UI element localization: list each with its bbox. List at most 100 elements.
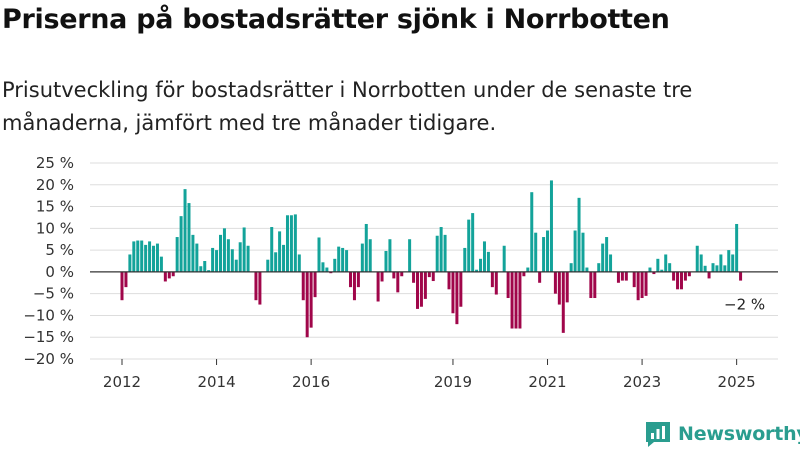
bar	[518, 271, 522, 329]
bar	[207, 270, 211, 272]
bar	[309, 271, 313, 328]
bar	[522, 271, 526, 277]
bar	[565, 271, 569, 303]
bar	[486, 251, 490, 272]
bar	[620, 271, 624, 281]
bar	[234, 259, 238, 272]
bar	[360, 243, 364, 272]
y-tick-label: −15 %	[23, 328, 74, 346]
bar	[703, 265, 707, 272]
bar	[530, 192, 534, 272]
bar	[254, 271, 258, 301]
bar	[215, 250, 219, 272]
y-tick-label: 0 %	[45, 263, 74, 281]
bar	[219, 234, 222, 272]
brand-name: Newsworthy	[678, 423, 800, 445]
bar	[711, 263, 715, 272]
bar	[203, 261, 207, 272]
bar	[699, 254, 703, 272]
bar	[435, 235, 439, 272]
bar	[408, 239, 412, 272]
bar	[723, 265, 727, 272]
bar	[715, 265, 719, 272]
bar	[136, 240, 140, 272]
x-tick-label: 2019	[434, 373, 472, 391]
bar	[482, 241, 486, 272]
bar	[388, 239, 392, 272]
y-tick-label: 15 %	[36, 198, 74, 216]
bar	[569, 263, 573, 272]
bar	[514, 271, 518, 329]
bar	[238, 242, 242, 272]
y-tick-label: −5 %	[33, 285, 74, 303]
bar	[128, 254, 132, 272]
bar	[735, 223, 739, 272]
bar	[534, 232, 538, 272]
bar	[124, 271, 128, 288]
bar	[616, 271, 620, 283]
bar	[455, 271, 459, 325]
bar	[577, 197, 581, 272]
bar	[270, 227, 274, 272]
bar	[561, 271, 565, 333]
bar	[467, 219, 471, 272]
bar	[222, 228, 226, 272]
bar	[329, 271, 333, 274]
bar	[266, 259, 270, 272]
bar	[155, 243, 159, 272]
y-tick-label: 25 %	[36, 154, 74, 172]
bar	[624, 271, 628, 281]
bar	[636, 271, 640, 301]
newsworthy-logo-icon	[646, 422, 670, 447]
bar	[132, 241, 136, 272]
x-tick-label: 2021	[528, 373, 566, 391]
x-tick-label: 2012	[103, 373, 141, 391]
bar	[171, 271, 175, 277]
bar	[278, 231, 282, 272]
bar	[739, 271, 743, 281]
bar	[337, 246, 341, 272]
bar	[419, 271, 423, 307]
bar	[120, 271, 124, 301]
bar	[345, 250, 349, 272]
bar	[152, 245, 156, 272]
bar	[475, 269, 479, 272]
bar	[195, 243, 199, 272]
bar	[274, 252, 278, 272]
bar	[605, 237, 609, 272]
bar	[463, 247, 467, 272]
y-tick-label: −20 %	[23, 350, 74, 368]
bar	[242, 227, 246, 272]
bar	[183, 189, 187, 272]
bar	[246, 245, 250, 272]
bar	[573, 230, 577, 272]
brand-logo[interactable]: Newsworthy	[644, 420, 800, 448]
bar	[526, 267, 530, 272]
bar	[144, 244, 148, 272]
x-tick-label: 2014	[197, 373, 235, 391]
bar	[392, 271, 396, 279]
bar	[443, 234, 447, 272]
bar	[199, 266, 203, 272]
bar	[597, 263, 601, 272]
bar	[313, 271, 317, 298]
bar	[687, 271, 691, 277]
x-tick-label: 2023	[623, 373, 661, 391]
bar	[664, 254, 668, 272]
bar	[683, 271, 687, 281]
bar	[707, 271, 711, 279]
y-tick-label: 20 %	[36, 176, 74, 194]
bar	[175, 237, 179, 272]
bar	[660, 269, 664, 272]
bar	[380, 271, 384, 282]
bar	[400, 271, 404, 277]
chart-title: Priserna på bostadsrätter sjönk i Norrbo…	[2, 4, 670, 35]
bar	[502, 245, 506, 272]
bar	[368, 239, 372, 272]
chart-subtitle: Prisutveckling för bostadsrätter i Norrb…	[2, 78, 693, 135]
bar	[230, 249, 234, 272]
bar	[609, 254, 613, 272]
bar	[427, 271, 431, 278]
bar	[632, 271, 636, 288]
